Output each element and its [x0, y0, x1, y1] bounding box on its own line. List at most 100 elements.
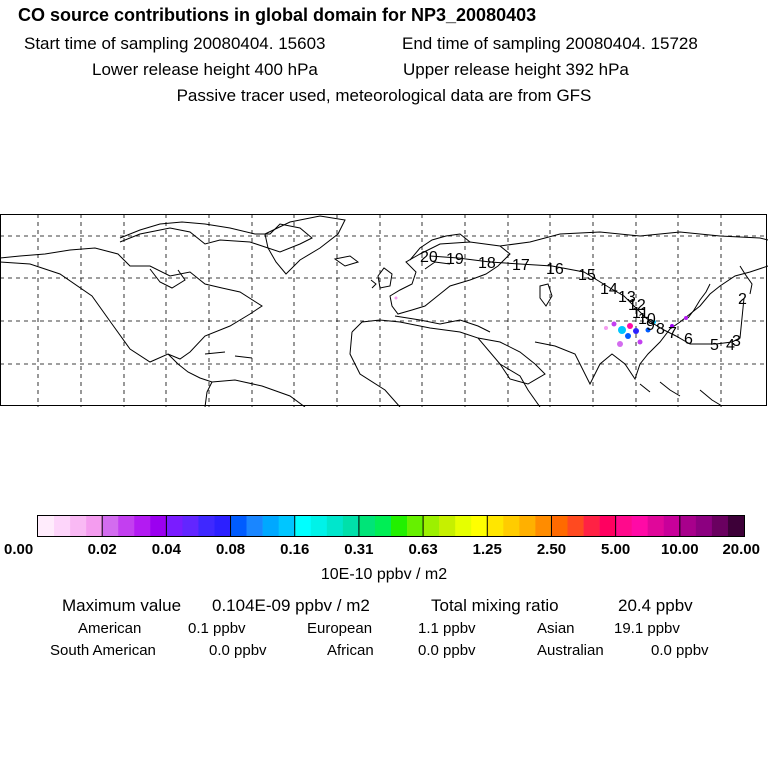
- trajectory-hour-label: 12: [628, 297, 646, 314]
- colorbar-tick-label: 0.16: [280, 541, 309, 558]
- colorbar-box: [695, 516, 713, 536]
- lower-release-height: Lower release height 400 hPa: [92, 60, 318, 79]
- colorbar-box: [358, 516, 376, 536]
- colorbar-box: [150, 516, 167, 536]
- colorbar-box: [182, 516, 199, 536]
- region-american-label: American: [78, 620, 142, 637]
- colorbar-box: [326, 516, 344, 536]
- trajectory-hour-label: 19: [446, 251, 464, 268]
- trajectory-hour-label: 16: [546, 261, 564, 278]
- central-america: [167, 353, 213, 383]
- trajectory-hour-label: 15: [578, 267, 596, 284]
- colorbar-tick-label: 20.00: [722, 541, 760, 558]
- colorbar-tick-label: 2.50: [537, 541, 566, 558]
- japan: [687, 283, 711, 319]
- plume-cell: [670, 324, 674, 328]
- tracer-plume: [394, 296, 688, 347]
- british-isles: [370, 267, 393, 289]
- region-african-label: African: [327, 642, 374, 659]
- colorbar-box: [374, 516, 392, 536]
- colorbar-tick-label: 0.63: [408, 541, 437, 558]
- region-european-value: 1.1 ppbv: [418, 620, 476, 637]
- colorbar-box: [631, 516, 649, 536]
- trajectory-hour-label: 17: [512, 257, 530, 274]
- colorbar-tick-label: 0.04: [152, 541, 182, 558]
- colorbar-box: [647, 516, 665, 536]
- plume-cell: [625, 333, 631, 339]
- plume-cell: [611, 321, 617, 327]
- colorbar-tick-label: 0.02: [88, 541, 117, 558]
- colorbar-box: [294, 516, 312, 536]
- total-mixing-ratio-value: 20.4 ppbv: [618, 596, 693, 615]
- plume-cell: [633, 328, 639, 334]
- africa-coast: [349, 319, 541, 407]
- colorbar-box: [583, 516, 600, 536]
- colorbar-box: [102, 516, 119, 536]
- colorbar-box: [54, 516, 71, 536]
- region-asian-value: 19.1 ppbv: [614, 620, 680, 637]
- kamchatka: [739, 265, 753, 295]
- europe-coast: [389, 241, 511, 315]
- plume-cell: [637, 339, 643, 345]
- colorbar-tick-label: 0.00: [4, 541, 33, 558]
- region-american-value: 0.1 ppbv: [188, 620, 246, 637]
- region-south-american-value: 0.0 ppbv: [209, 642, 267, 659]
- colorbar-box: [198, 516, 215, 536]
- trajectory-hour-label: 8: [656, 321, 665, 338]
- max-value-label: Maximum value: [62, 596, 182, 615]
- upper-release-height: Upper release height 392 hPa: [403, 60, 629, 79]
- trajectory-hour-label: 4: [726, 337, 735, 354]
- colorbar: 0.00 0.02 0.04 0.08 0.16 0.31 0.63 1.25 2.50 5.00…: [4, 515, 760, 558]
- page-title: CO source contributions in global domain…: [18, 5, 537, 25]
- colorbar-box: [86, 516, 103, 536]
- colorbar-box: [663, 516, 681, 536]
- tracer-note: Passive tracer used, meteorological data…: [176, 86, 592, 105]
- caspian-sea: [539, 283, 553, 307]
- colorbar-box: [230, 516, 247, 536]
- north-america-coast: [0, 247, 263, 363]
- trajectory-hour-label: 11: [632, 305, 649, 322]
- greenland: [264, 215, 346, 275]
- colorbar-box: [246, 516, 263, 536]
- colorbar-tick-label: 0.31: [344, 541, 373, 558]
- colorbar-box: [567, 516, 584, 536]
- colorbar-box: [342, 516, 360, 536]
- asia-north-coast: [499, 231, 768, 247]
- trajectory-hour-label: 14: [600, 281, 618, 298]
- trajectory-hour-label: 5: [710, 337, 719, 354]
- colorbar-box: [471, 516, 488, 536]
- colorbar-box: [487, 516, 504, 536]
- colorbar-box: [278, 516, 296, 536]
- colorbar-box: [391, 516, 408, 536]
- trajectory-hour-label: 20: [420, 249, 438, 266]
- colorbar-box: [70, 516, 87, 536]
- hudson-bay: [149, 268, 186, 289]
- colorbar-tick-label: 0.08: [216, 541, 245, 558]
- plume-cell: [604, 326, 608, 330]
- trajectory-path: [429, 255, 745, 345]
- region-european-label: European: [307, 620, 373, 637]
- colorbar-box: [134, 516, 151, 536]
- plume-cell: [645, 327, 651, 333]
- colorbar-box: [599, 516, 616, 536]
- colorbar-box: [407, 516, 424, 536]
- trajectory-hour-label: 9: [646, 317, 655, 334]
- end-time: End time of sampling 20080404. 15728: [402, 34, 698, 53]
- colorbar-box: [711, 516, 729, 536]
- caribbean: [204, 351, 253, 359]
- colorbar-box: [310, 516, 328, 536]
- coastlines: [0, 215, 768, 407]
- south-america-coast: [204, 379, 306, 407]
- trajectory-hour-label: 3: [732, 333, 741, 350]
- colorbar-unit-label: 10E-10 ppbv / m2: [320, 566, 448, 583]
- region-asian-label: Asian: [537, 620, 575, 637]
- trajectory-hour-label: 13: [618, 289, 636, 306]
- colorbar-tick-label: 10.00: [661, 541, 699, 558]
- colorbar-box: [214, 516, 231, 536]
- colorbar-box: [615, 516, 632, 536]
- trajectory-hour-label: 2: [738, 291, 747, 308]
- trajectory-hour-label: 7: [668, 325, 677, 342]
- colorbar-box: [535, 516, 552, 536]
- region-australian-value: 0.0 ppbv: [651, 642, 709, 659]
